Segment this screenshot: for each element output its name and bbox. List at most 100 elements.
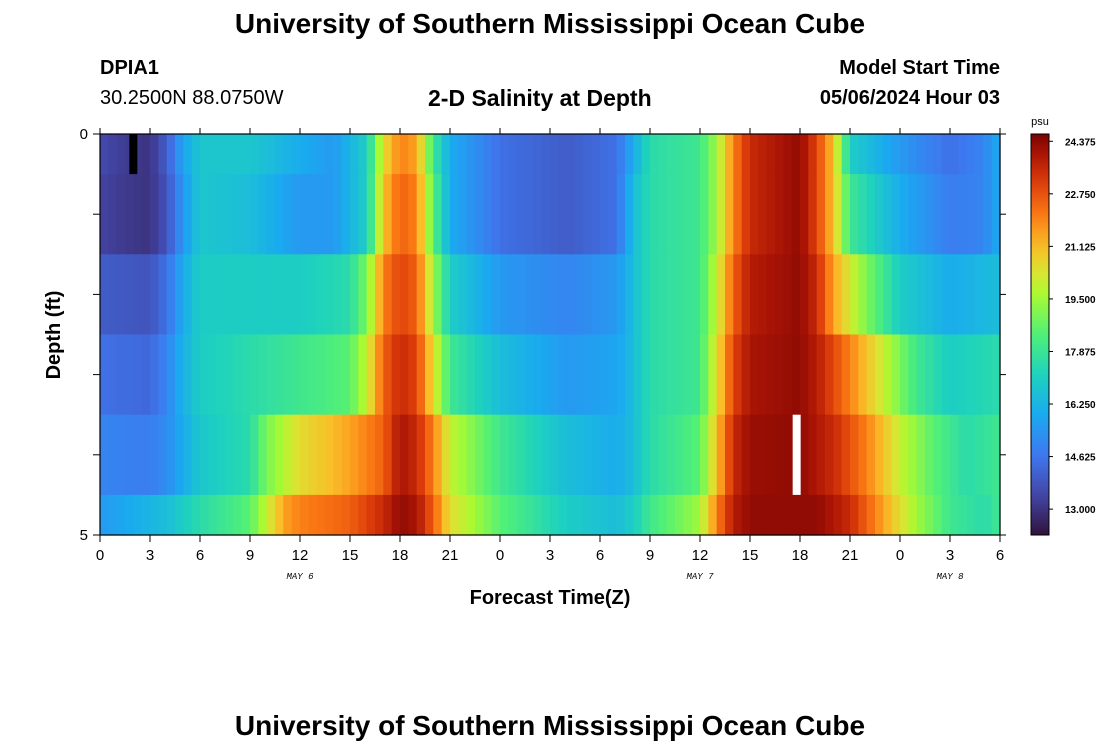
heatmap-cell <box>550 134 559 175</box>
heatmap-cell <box>358 494 368 536</box>
heatmap-cell <box>300 254 309 336</box>
x-tick-label: 18 <box>392 547 409 564</box>
heatmap-cell <box>591 254 601 336</box>
heatmap-cell <box>900 334 909 416</box>
y-axis-title: Depth (ft) <box>43 291 65 380</box>
heatmap-cell <box>491 254 501 336</box>
heatmap-cell <box>266 254 276 336</box>
heatmap-cell <box>966 134 976 175</box>
heatmap-cell <box>650 254 659 336</box>
heatmap-cell <box>400 134 409 175</box>
heatmap-cell <box>116 134 126 175</box>
heatmap-cell <box>150 134 159 175</box>
heatmap-cell <box>533 254 543 336</box>
heatmap-cell <box>833 254 843 336</box>
heatmap-cell <box>391 334 401 416</box>
heatmap-cell <box>783 254 793 336</box>
heatmap-cell <box>791 174 801 255</box>
heatmap-cell <box>608 134 618 175</box>
heatmap-cell <box>975 174 984 255</box>
heatmap-cell <box>750 414 759 496</box>
heatmap-cell <box>475 134 484 175</box>
heatmap-cell <box>800 414 809 496</box>
heatmap-cell <box>258 254 268 336</box>
heatmap-cell <box>475 414 484 496</box>
heatmap-cell <box>808 334 818 416</box>
heatmap-cell <box>733 334 743 416</box>
heatmap-cell <box>875 334 884 416</box>
heatmap-cell <box>741 134 751 175</box>
heatmap-cell <box>833 414 843 496</box>
heatmap-cell <box>383 174 393 255</box>
heatmap-cell <box>275 494 284 536</box>
heatmap-cell <box>625 334 634 416</box>
heatmap-cell <box>933 494 943 536</box>
heatmap-cell <box>725 134 734 175</box>
heatmap-cell <box>900 414 909 496</box>
heatmap-cell <box>966 414 976 496</box>
heatmap-cell <box>566 174 576 255</box>
heatmap-cell <box>600 334 609 416</box>
heatmap-cell <box>250 254 259 336</box>
heatmap-cell <box>191 134 201 175</box>
heatmap-cell <box>333 134 343 175</box>
heatmap-cell <box>425 334 434 416</box>
heatmap-cell <box>775 334 784 416</box>
heatmap-cell <box>916 174 926 255</box>
heatmap-cell <box>308 494 318 536</box>
heatmap-cell <box>291 134 301 175</box>
heatmap-cell <box>191 174 201 255</box>
heatmap-cell <box>233 254 243 336</box>
heatmap-cell <box>741 334 751 416</box>
heatmap-cell <box>591 174 601 255</box>
heatmap-cell <box>883 414 893 496</box>
heatmap-cell <box>650 174 659 255</box>
heatmap-cell <box>200 414 209 496</box>
heatmap-cell <box>225 414 234 496</box>
heatmap-cell <box>666 494 676 536</box>
heatmap-cell <box>708 174 718 255</box>
heatmap-cell <box>433 414 443 496</box>
heatmap-cell <box>158 334 168 416</box>
heatmap-cell <box>408 134 418 175</box>
heatmap-cell <box>183 254 193 336</box>
heatmap-cell <box>391 414 401 496</box>
heatmap-cell <box>883 494 893 536</box>
heatmap-cell <box>458 334 468 416</box>
heatmap-cell <box>533 334 543 416</box>
heatmap-cell <box>308 414 318 496</box>
heatmap-cell <box>450 494 459 536</box>
heatmap-cell <box>983 254 993 336</box>
heatmap-cell <box>208 494 218 536</box>
heatmap-cell <box>758 254 768 336</box>
heatmap-cell <box>700 254 709 336</box>
heatmap-cell <box>316 254 326 336</box>
heatmap-cell <box>816 414 826 496</box>
heatmap-cell <box>500 134 509 175</box>
heatmap-cell <box>466 494 476 536</box>
heatmap-cell <box>866 174 876 255</box>
heatmap-cell <box>175 254 184 336</box>
heatmap-cell <box>325 254 334 336</box>
heatmap-cell <box>208 174 218 255</box>
heatmap-cell <box>883 334 893 416</box>
heatmap-cell <box>408 494 418 536</box>
heatmap-cell <box>233 494 243 536</box>
heatmap-cell <box>425 174 434 255</box>
heatmap-cell <box>541 134 551 175</box>
heatmap-cell <box>183 334 193 416</box>
heatmap-cell <box>133 414 143 496</box>
model-start-value: 05/06/2024 Hour 03 <box>819 87 1000 109</box>
heatmap-cell <box>458 174 468 255</box>
heatmap-cell <box>108 254 118 336</box>
heatmap-cell <box>591 134 601 175</box>
heatmap-cell <box>200 334 209 416</box>
heatmap-cell <box>858 254 868 336</box>
heatmap-cell <box>450 254 459 336</box>
heatmap-cell <box>125 494 134 536</box>
heatmap-cell <box>933 414 943 496</box>
heatmap-cell <box>666 334 676 416</box>
heatmap-cell <box>150 174 159 255</box>
heatmap-cell <box>900 254 909 336</box>
heatmap-cell <box>450 174 459 255</box>
